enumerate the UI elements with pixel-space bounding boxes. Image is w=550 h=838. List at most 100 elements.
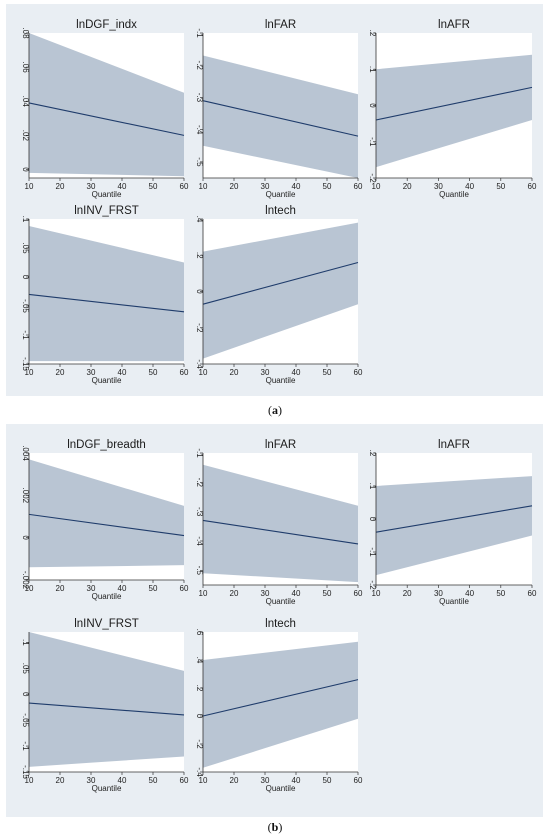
y-tick-label: -.1	[21, 330, 30, 340]
plot-title: lnFAR	[265, 19, 296, 31]
x-tick-label: 10	[25, 368, 34, 377]
x-tick-label: 40	[118, 182, 127, 191]
plot-a-4: lnINV_FRST 10 20 30 40 50 60 Quantile -.15 -.1 -.0…	[21, 205, 189, 385]
x-tick-label: 60	[180, 584, 189, 593]
y-tick-label: -.4	[195, 536, 204, 546]
x-tick-label: 10	[25, 182, 34, 191]
x-tick-label: 10	[372, 589, 381, 598]
confidence-band	[203, 464, 358, 583]
x-axis-label: Quantile	[92, 190, 122, 199]
y-tick-label: -.2	[368, 173, 377, 183]
x-tick-label: 40	[292, 589, 301, 598]
y-tick-label: .2	[368, 450, 377, 457]
plot-b-9: lnINV_FRST 10 20 30 40 50 60 Quantile -.15 -.1 -.0…	[21, 618, 189, 793]
x-tick-label: 60	[528, 182, 537, 191]
y-tick-label: -.1	[195, 448, 204, 458]
y-tick-label: -.05	[21, 713, 30, 727]
y-tick-label: .2	[368, 30, 377, 37]
x-tick-label: 20	[230, 776, 239, 785]
x-tick-label: 50	[149, 776, 158, 785]
estimate-line	[375, 505, 533, 533]
x-tick-label: 30	[261, 182, 270, 191]
plot-title: lnDGF_indx	[76, 19, 137, 31]
plot-title: lnINV_FRST	[74, 618, 139, 630]
x-tick-label: 30	[434, 589, 443, 598]
y-tick-label: -.2	[195, 739, 204, 749]
y-tick-label: 0	[195, 289, 204, 294]
y-tick-label: .1	[368, 483, 377, 490]
y-tick-label: -.15	[21, 765, 30, 779]
y-tick-label: -.4	[195, 767, 204, 777]
estimate-line	[202, 100, 359, 137]
x-tick-label: 50	[149, 368, 158, 377]
confidence-band	[29, 33, 184, 177]
x-axis-label: Quantile	[439, 597, 469, 606]
plot-a-5: lntech 10 20 30 40 50 60 Quantile -.4 -.2 0 .2 .4	[195, 205, 363, 385]
x-axis-label: Quantile	[266, 190, 296, 199]
y-tick-label: 0	[368, 517, 377, 522]
y-tick-label: 0	[21, 692, 30, 697]
confidence-band	[376, 476, 532, 576]
x-tick-label: 60	[180, 182, 189, 191]
x-tick-label: 20	[56, 776, 65, 785]
x-tick-label: 20	[230, 182, 239, 191]
estimate-line	[28, 702, 185, 716]
estimate-line	[202, 519, 359, 545]
y-tick-label: 0	[21, 167, 30, 172]
y-tick-label: -.2	[195, 478, 204, 488]
x-tick-label: 40	[118, 368, 127, 377]
x-tick-label: 60	[528, 589, 537, 598]
x-tick-label: 10	[199, 589, 208, 598]
estimate-line	[202, 679, 359, 717]
x-tick-label: 30	[87, 776, 96, 785]
y-tick-label: -.5	[195, 566, 204, 576]
x-tick-label: 50	[323, 776, 332, 785]
plot-title: lntech	[265, 618, 296, 630]
x-tick-label: 30	[261, 776, 270, 785]
estimate-line	[375, 86, 533, 121]
y-tick-label: -.002	[21, 571, 30, 590]
y-tick-label: -.1	[368, 547, 377, 557]
x-axis-label: Quantile	[266, 784, 296, 793]
x-tick-label: 10	[25, 584, 34, 593]
y-tick-label: .1	[21, 216, 30, 223]
x-tick-label: 10	[199, 182, 208, 191]
x-tick-label: 20	[56, 584, 65, 593]
y-tick-label: .1	[21, 639, 30, 646]
plot-title: lnAFR	[438, 19, 470, 31]
y-tick-label: 0	[368, 103, 377, 108]
x-tick-label: 40	[465, 182, 474, 191]
confidence-band	[203, 222, 358, 359]
x-tick-label: 40	[292, 368, 301, 377]
confidence-band	[376, 54, 532, 168]
x-tick-label: 50	[323, 368, 332, 377]
x-tick-label: 20	[403, 182, 412, 191]
y-tick-label: .002	[21, 488, 30, 504]
confidence-band	[203, 641, 358, 768]
y-tick-label: .06	[21, 62, 30, 74]
plot-b-8: lnAFR 10 20 30 40 50 60 Quantile -.2 -.1 0 .1 .2	[368, 439, 537, 606]
x-tick-label: 60	[180, 776, 189, 785]
y-tick-label: -.15	[21, 357, 30, 371]
x-tick-label: 60	[354, 182, 363, 191]
estimate-line	[28, 513, 185, 537]
y-tick-label: -.2	[195, 61, 204, 71]
figure-b-label: (b)	[267, 820, 283, 834]
x-tick-label: 40	[292, 776, 301, 785]
figure-a-label: (a)	[268, 403, 282, 417]
x-tick-label: 30	[261, 589, 270, 598]
x-axis-label: Quantile	[92, 376, 122, 385]
figure-b-letter: b	[271, 820, 279, 834]
y-tick-label: -.2	[368, 580, 377, 590]
x-tick-label: 20	[403, 589, 412, 598]
plot-a-2: lnFAR 10 20 30 40 50 60 Quantile -.5 -.4 -.3 -.2 -.1	[195, 19, 363, 199]
x-tick-label: 60	[354, 589, 363, 598]
y-tick-label: .004	[21, 445, 30, 461]
x-tick-label: 20	[230, 589, 239, 598]
estimate-line	[202, 261, 359, 305]
y-tick-label: -.4	[195, 359, 204, 369]
plot-b-7: lnFAR 10 20 30 40 50 60 Quantile -.5 -.4 -.3 -.2 -.1	[195, 439, 363, 606]
plot-a-1: lnDGF_indx 10 20 30 40 50 60 Quantile 0 .02 .04 .06…	[21, 19, 189, 199]
x-tick-label: 40	[118, 776, 127, 785]
